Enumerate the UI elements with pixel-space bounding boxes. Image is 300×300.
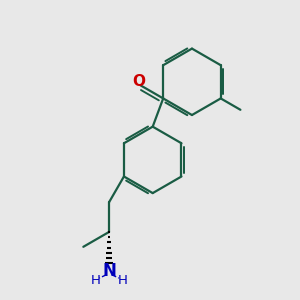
Text: H: H [91, 274, 101, 287]
Text: O: O [133, 74, 146, 88]
Text: N: N [102, 262, 116, 280]
Text: H: H [117, 274, 127, 287]
